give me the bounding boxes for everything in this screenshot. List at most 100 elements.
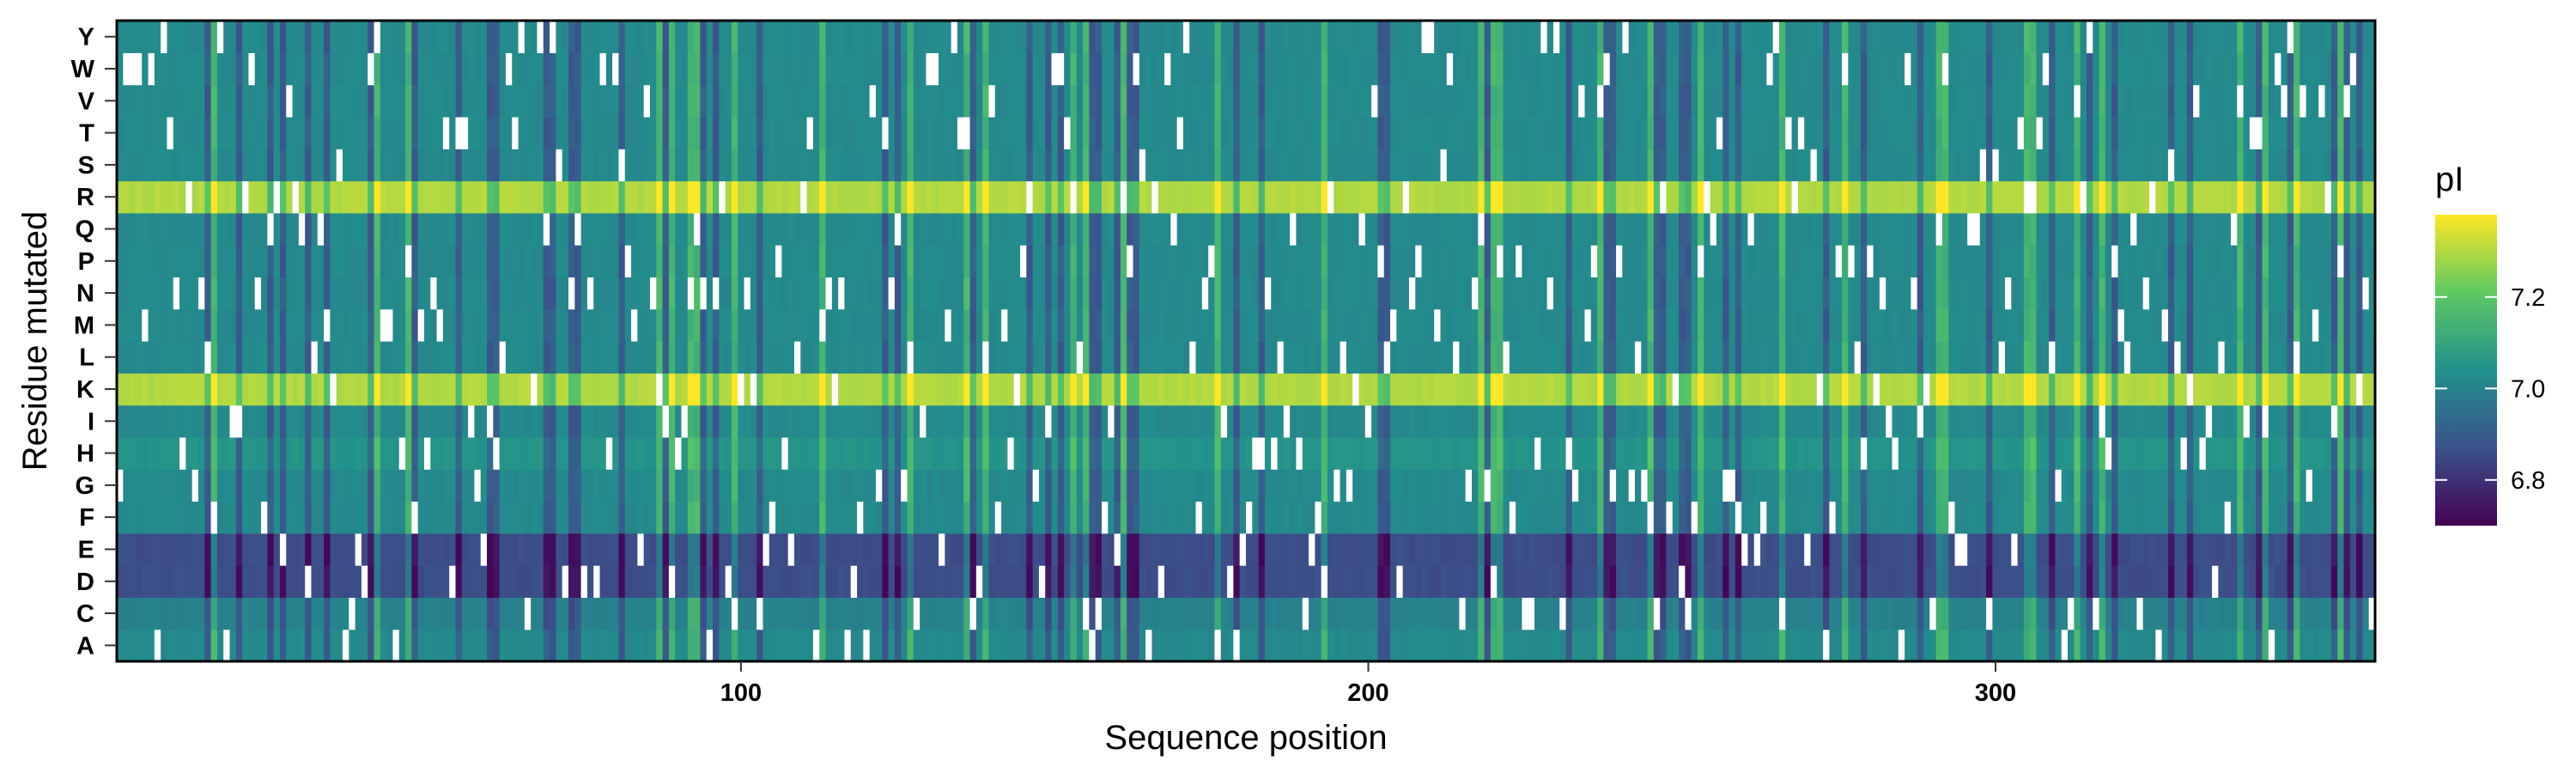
heatmap-cell bbox=[305, 277, 313, 310]
heatmap-cell bbox=[1051, 373, 1059, 406]
heatmap-cell bbox=[1364, 308, 1372, 342]
heatmap-cell bbox=[1584, 501, 1592, 534]
heatmap-cell bbox=[2136, 373, 2144, 406]
heatmap-cell bbox=[2105, 277, 2112, 310]
heatmap-cell bbox=[2249, 373, 2257, 406]
heatmap-cell bbox=[562, 597, 569, 630]
heatmap-cell bbox=[1364, 277, 1372, 310]
heatmap-cell bbox=[1227, 597, 1234, 630]
heatmap-cell bbox=[1603, 469, 1611, 502]
heatmap-cell bbox=[2275, 308, 2282, 342]
heatmap-cell bbox=[819, 373, 827, 406]
heatmap-cell bbox=[449, 597, 457, 630]
heatmap-cell bbox=[1120, 277, 1127, 310]
heatmap-cell bbox=[1076, 373, 1084, 406]
heatmap-cell bbox=[1778, 565, 1786, 598]
heatmap-cell bbox=[267, 341, 275, 374]
heatmap-cell bbox=[324, 597, 331, 630]
heatmap-cell bbox=[1296, 436, 1303, 470]
heatmap-cell bbox=[1948, 629, 1956, 662]
heatmap-cell bbox=[1390, 245, 1397, 277]
heatmap-cell bbox=[1358, 308, 1366, 342]
heatmap-cell bbox=[1728, 277, 1736, 310]
heatmap-cell bbox=[1321, 405, 1328, 438]
heatmap-cell bbox=[1440, 501, 1448, 534]
heatmap-cell bbox=[1666, 405, 1674, 438]
heatmap-cell bbox=[1302, 245, 1309, 277]
heatmap-cell bbox=[1220, 501, 1228, 534]
heatmap-cell bbox=[279, 245, 287, 277]
heatmap-cell bbox=[317, 277, 325, 310]
heatmap-cell bbox=[1321, 308, 1328, 342]
heatmap-cell bbox=[963, 341, 971, 374]
heatmap-cell bbox=[235, 501, 243, 534]
heatmap-cell bbox=[706, 277, 714, 310]
heatmap-cell bbox=[894, 212, 902, 246]
heatmap-cell bbox=[1571, 212, 1579, 246]
heatmap-cell bbox=[1026, 341, 1034, 374]
heatmap-cell bbox=[154, 533, 161, 566]
heatmap-cell bbox=[831, 501, 839, 534]
heatmap-cell bbox=[1960, 245, 1968, 277]
heatmap-cell bbox=[2318, 277, 2326, 310]
heatmap-cell bbox=[719, 212, 726, 246]
heatmap-cell bbox=[311, 245, 319, 277]
heatmap-cell bbox=[951, 436, 958, 470]
heatmap-cell bbox=[1176, 565, 1184, 598]
heatmap-cell bbox=[148, 308, 155, 342]
heatmap-cell bbox=[2343, 597, 2351, 630]
heatmap-cell bbox=[2337, 405, 2345, 438]
heatmap-cell bbox=[392, 597, 400, 630]
heatmap-cell bbox=[1315, 501, 1322, 534]
heatmap-cells bbox=[117, 21, 2376, 662]
heatmap-cell bbox=[1340, 245, 1347, 277]
heatmap-cell bbox=[1716, 469, 1723, 502]
heatmap-cell bbox=[882, 436, 890, 470]
heatmap-cell bbox=[1960, 501, 1968, 534]
heatmap-cell bbox=[825, 341, 833, 374]
heatmap-cell bbox=[969, 405, 977, 438]
heatmap-cell bbox=[2017, 245, 2025, 277]
heatmap-cell bbox=[806, 277, 814, 310]
heatmap-cell bbox=[2149, 629, 2156, 662]
heatmap-cell bbox=[750, 212, 757, 246]
heatmap-cell bbox=[1427, 277, 1435, 310]
heatmap-cell bbox=[2349, 308, 2357, 342]
heatmap-cell bbox=[1408, 341, 1416, 374]
heatmap-cell bbox=[812, 277, 820, 310]
heatmap-cell bbox=[920, 341, 927, 374]
heatmap-cell bbox=[2123, 501, 2131, 534]
heatmap-cell bbox=[2055, 245, 2063, 277]
heatmap-cell bbox=[254, 629, 262, 662]
heatmap-cell bbox=[1083, 373, 1090, 406]
heatmap-cell bbox=[173, 469, 180, 502]
heatmap-cell bbox=[2343, 436, 2351, 470]
heatmap-cell bbox=[1478, 469, 1485, 502]
heatmap-cell bbox=[2324, 565, 2332, 598]
heatmap-cell bbox=[624, 308, 632, 342]
heatmap-cell bbox=[2224, 597, 2232, 630]
heatmap-cell bbox=[1772, 565, 1780, 598]
heatmap-cell bbox=[1522, 277, 1529, 310]
heatmap-cell bbox=[1321, 501, 1328, 534]
heatmap-cell bbox=[1935, 373, 1943, 406]
heatmap-cell bbox=[1867, 501, 1874, 534]
heatmap-cell bbox=[2324, 373, 2332, 406]
heatmap-cell bbox=[668, 277, 676, 310]
heatmap-cell bbox=[161, 469, 168, 502]
heatmap-cell bbox=[694, 597, 702, 630]
heatmap-cell bbox=[2193, 373, 2201, 406]
heatmap-cell bbox=[292, 629, 300, 662]
heatmap-cell bbox=[461, 405, 469, 438]
heatmap-cell bbox=[455, 501, 463, 534]
heatmap-cell bbox=[605, 469, 613, 502]
heatmap-cell bbox=[975, 277, 983, 310]
heatmap-cell bbox=[2180, 341, 2188, 374]
heatmap-cell bbox=[781, 405, 789, 438]
heatmap-cell bbox=[562, 469, 569, 502]
heatmap-cell bbox=[1038, 436, 1046, 470]
heatmap-cell bbox=[1860, 565, 1868, 598]
heatmap-cell bbox=[1860, 341, 1868, 374]
heatmap-cell bbox=[1867, 597, 1874, 630]
heatmap-cell bbox=[1609, 341, 1617, 374]
